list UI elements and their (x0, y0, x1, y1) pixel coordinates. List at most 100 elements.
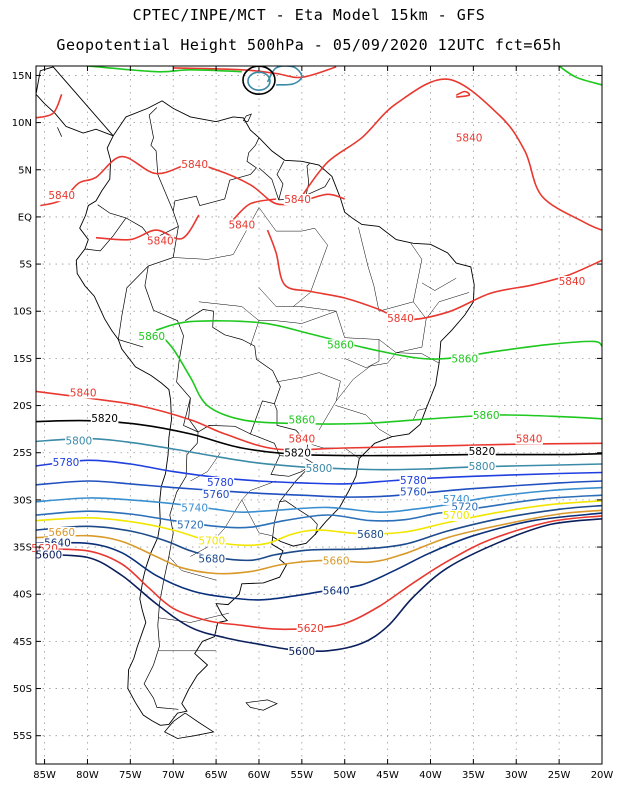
contour-label-bg (90, 412, 119, 424)
contour-label-bg (52, 457, 80, 469)
contour-label: 5620 (297, 623, 324, 635)
contour-label: 5600 (288, 646, 315, 658)
state-border (421, 277, 457, 291)
contour-label-bg (468, 460, 496, 472)
contour-label-bg (558, 276, 586, 288)
contour-label-bg (455, 132, 483, 144)
contour-label: 5720 (177, 519, 204, 531)
contour-label-bg (450, 353, 479, 365)
contour-label: 5780 (207, 477, 234, 489)
contour-label-bg (47, 526, 76, 538)
contour-label-bg (180, 502, 209, 514)
contour-label-bg (198, 535, 226, 547)
contour-label-bg (228, 219, 256, 231)
contour-label: 5840 (181, 159, 208, 171)
contour-label-bg (137, 330, 166, 342)
state-border (258, 287, 337, 312)
x-tick-label: 45W (376, 770, 399, 781)
coastline (36, 66, 475, 726)
country-border (148, 107, 174, 212)
contour-label-bg (322, 555, 350, 567)
contour-label: 5820 (469, 446, 496, 458)
contour-label-bg (283, 193, 312, 205)
contour-label: 5680 (357, 529, 384, 541)
contour-label: 5700 (443, 510, 470, 522)
state-border (336, 405, 393, 437)
y-tick-label: 25S (13, 448, 32, 459)
contour-line-5760 (36, 480, 602, 498)
contour-label: 5840 (147, 236, 174, 248)
state-border (276, 372, 341, 401)
closed-low-inner (247, 71, 271, 91)
contour-label-bg (206, 476, 235, 488)
contour-line-5840 (173, 66, 337, 79)
contour-line-5860 (155, 320, 602, 360)
chart-title-line2: Geopotential Height 500hPa - 05/09/2020 … (56, 36, 562, 54)
contour-line-5840 (301, 78, 602, 231)
x-tick-label: 60W (248, 770, 271, 781)
y-tick-label: 35S (13, 543, 32, 554)
contour-label: 5860 (138, 331, 165, 343)
state-border (198, 301, 260, 347)
x-tick-label: 50W (333, 770, 356, 781)
island-outline (203, 42, 211, 47)
contour-label: 5660 (323, 555, 350, 567)
contour-label-bg (472, 410, 501, 421)
contour-label: 5600 (35, 550, 62, 562)
state-border (378, 301, 427, 353)
x-tick-label: 70W (162, 770, 185, 781)
y-tick-label: 45S (13, 637, 32, 648)
contour-label: 5840 (387, 313, 414, 325)
contour-label: 5840 (70, 387, 97, 399)
contour-label-bg (288, 433, 316, 445)
contour-label-bg (283, 447, 312, 459)
x-tick-label: 75W (119, 770, 142, 781)
contour-line-5660 (36, 509, 602, 575)
x-tick-label: 35W (462, 770, 485, 781)
tierra-del-fuego-outline (163, 712, 215, 739)
contour-label: 5800 (306, 463, 333, 475)
contour-label: 5700 (198, 535, 225, 547)
x-tick-label: 30W (505, 770, 528, 781)
y-tick-label: EQ (18, 212, 32, 223)
contour-line-5800 (266, 66, 303, 86)
y-tick-label: 10N (12, 118, 32, 129)
contour-label: 5860 (473, 410, 500, 422)
state-border (318, 352, 440, 431)
contour-line-5620 (36, 515, 602, 631)
contour-label-bg (288, 414, 316, 426)
x-tick-label: 55W (291, 770, 314, 781)
country-border (270, 455, 314, 477)
contour-label-bg (65, 435, 93, 447)
x-tick-label: 20W (591, 770, 614, 781)
contour-label: 5800 (469, 461, 496, 473)
contour-label: 5820 (91, 413, 118, 425)
contour-line-5640 (36, 512, 602, 601)
contour-label: 5780 (53, 457, 80, 469)
contour-label: 5820 (284, 448, 311, 460)
contour-line-5700 (36, 500, 602, 547)
state-border (410, 243, 423, 302)
y-tick-label: 50S (13, 684, 32, 695)
y-tick-label: 20S (13, 401, 32, 412)
geography-layer (36, 42, 475, 739)
state-border (190, 452, 221, 482)
contour-label-bg (322, 585, 350, 597)
contour-line-5740 (36, 486, 602, 514)
contour-label: 5800 (66, 435, 93, 447)
falklands-outline (245, 699, 278, 711)
contour-line-5840 (95, 214, 200, 241)
contour-label-bg (180, 159, 209, 171)
state-border (168, 556, 217, 581)
contour-label: 5860 (288, 415, 315, 427)
contour-label-bg (176, 519, 205, 531)
contour-label-bg (296, 623, 325, 635)
contour-label-bg (399, 475, 428, 487)
y-tick-label: 10S (13, 307, 32, 318)
state-border (158, 612, 230, 623)
contour-label: 5860 (327, 339, 354, 351)
axis-ticks: 85W 80W 75W 70W 65W 60W 55W 50W 45W 40W 35W 30W 25W 2… (12, 66, 614, 781)
contour-label: 5840 (516, 434, 543, 446)
contour-label: 5840 (48, 190, 75, 202)
state-border (413, 408, 427, 420)
